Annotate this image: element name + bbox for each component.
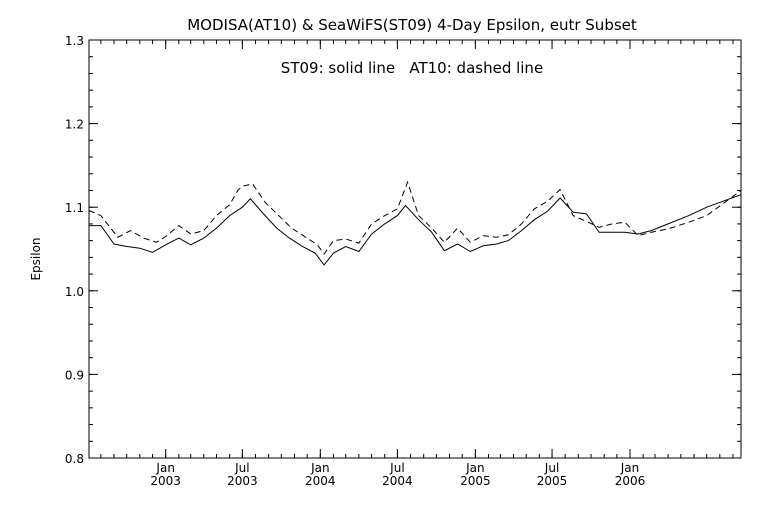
y-axis: 0.8 0.9 1.0 1.1 1.2 1.3 bbox=[65, 34, 741, 466]
plot-frame bbox=[88, 39, 742, 459]
y-tick-label: 1.3 bbox=[65, 34, 84, 48]
x-tick-label-year: 2005 bbox=[460, 474, 491, 488]
x-tick-label-year: 2005 bbox=[537, 474, 568, 488]
chart-title: MODISA(AT10) & SeaWiFS(ST09) 4-Day Epsil… bbox=[187, 16, 637, 34]
x-tick-label-month: Jul bbox=[234, 461, 249, 475]
series-line-st09 bbox=[89, 194, 742, 266]
x-tick-label-month: Jan bbox=[155, 461, 175, 475]
y-axis-label: Epsilon bbox=[29, 237, 43, 280]
series-group bbox=[88, 180, 742, 266]
line-style-note: ST09: solid line AT10: dashed line bbox=[281, 59, 543, 77]
x-axis: Jan2003Jul2003Jan2004Jul2004Jan2005Jul20… bbox=[100, 40, 734, 488]
x-tick-label-month: Jul bbox=[389, 461, 404, 475]
y-tick-label: 1.2 bbox=[65, 118, 84, 132]
x-tick-label-year: 2004 bbox=[382, 474, 413, 488]
x-tick-label-year: 2003 bbox=[227, 474, 258, 488]
x-tick-label-month: Jan bbox=[465, 461, 485, 475]
y-tick-label: 1.0 bbox=[65, 285, 84, 299]
y-tick-label: 0.8 bbox=[65, 452, 84, 466]
x-tick-label-year: 2004 bbox=[305, 474, 336, 488]
y-tick-label: 0.9 bbox=[65, 368, 84, 382]
x-tick-label-month: Jan bbox=[620, 461, 640, 475]
x-tick-label-year: 2003 bbox=[150, 474, 181, 488]
x-tick-label-month: Jul bbox=[544, 461, 559, 475]
x-tick-label-year: 2006 bbox=[615, 474, 646, 488]
series-line-at10 bbox=[88, 180, 742, 255]
x-tick-label-month: Jan bbox=[310, 461, 330, 475]
y-tick-label: 1.1 bbox=[65, 201, 84, 215]
